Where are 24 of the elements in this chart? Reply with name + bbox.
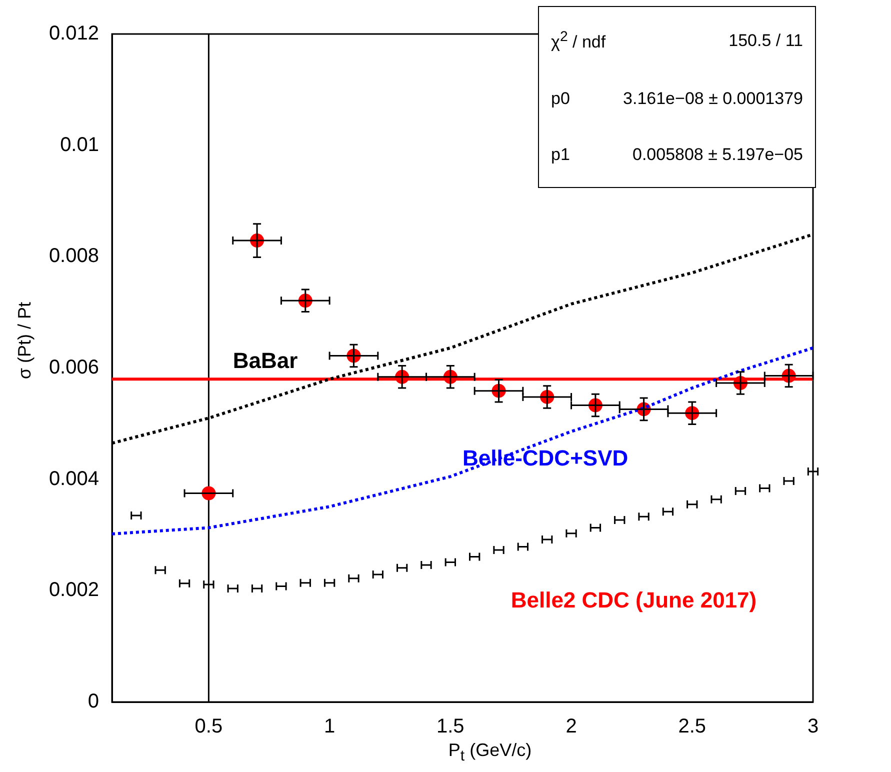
- line-series: [112, 346, 813, 536]
- y-tick-label: 0: [88, 690, 99, 713]
- y-axis-title: σ (Pt) / Pt: [14, 300, 36, 382]
- annotation: 0.005808 ± 5.197e−05: [631, 144, 803, 165]
- annotation: 3.161e−08 ± 0.0001379: [622, 88, 803, 109]
- series-label: BaBar: [232, 348, 298, 373]
- x-tick-label: 1.5: [436, 716, 464, 738]
- x-tick-label: 2: [566, 716, 577, 738]
- annotation: 150.5 / 11: [728, 30, 803, 51]
- annotation: p0: [551, 88, 571, 109]
- text: Belle2 CDC (June 2017): [510, 587, 757, 612]
- x-tick-label: 0.5: [194, 716, 223, 738]
- y-tick-label: 0.006: [48, 356, 99, 379]
- x-tick-label: 3: [807, 716, 819, 738]
- y-tick-label: 0.012: [48, 22, 99, 45]
- x-tick-label: 1: [324, 716, 336, 738]
- y-tick-label: 0.002: [48, 579, 99, 602]
- y-tick-label: 0.004: [48, 468, 99, 490]
- x-tick-label: 2.5: [678, 716, 706, 738]
- y-tick-label: 0.01: [60, 134, 99, 156]
- y-tick-label: 0.008: [48, 245, 99, 268]
- x-axis-title: P$_{t}$ (GeV/c): [447, 740, 533, 765]
- annotation: χ$^{2}$ / ndf: [551, 29, 606, 53]
- annotation: p1: [551, 144, 571, 165]
